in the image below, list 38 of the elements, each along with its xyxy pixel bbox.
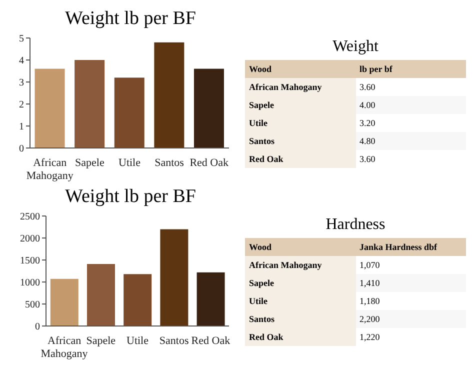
y-tick-label: 2500 — [20, 212, 40, 223]
bar — [124, 274, 152, 326]
bar — [74, 60, 105, 148]
x-tick-label: Sapele — [75, 157, 104, 169]
y-tick-label: 0 — [35, 322, 40, 333]
y-tick-label: 3 — [19, 78, 24, 89]
x-tick-label: Red Oak — [190, 157, 229, 169]
x-tick-label: African Mahogany — [26, 157, 74, 182]
y-tick-label: 0 — [19, 144, 24, 155]
bar — [194, 68, 224, 148]
bar — [86, 264, 115, 326]
x-tick-label: Utile — [118, 157, 141, 169]
value-table: Wood lb per bf African Mahogany 3.60 Sapele 4.00 Utile 3.20 Santos 4.80 Red Oak 3.60 — [245, 60, 466, 168]
x-tick-label: Santos — [159, 335, 189, 347]
bar — [34, 68, 65, 148]
chart-title: Weight lb per BF — [64, 8, 197, 31]
y-tick-label: 5 — [19, 34, 24, 45]
bar — [160, 229, 188, 326]
bar — [50, 278, 78, 326]
chart-title: Weight lb per BF — [64, 186, 197, 209]
y-tick-label: 2000 — [20, 234, 40, 245]
bar — [154, 42, 184, 148]
x-tick-label: Utile — [126, 335, 149, 347]
x-tick-label: African Mahogany — [40, 335, 88, 360]
y-tick-label: 1 — [19, 122, 24, 133]
x-tick-label: Sapele — [86, 335, 116, 347]
y-tick-label: 500 — [25, 300, 40, 311]
text: Weight — [332, 38, 380, 56]
bar — [196, 272, 225, 326]
x-tick-label: Red Oak — [191, 335, 231, 347]
y-tick-label: 1500 — [20, 256, 40, 267]
text: Hardness — [324, 216, 386, 234]
y-tick-label: 4 — [19, 56, 24, 67]
y-tick-label: 1000 — [20, 278, 40, 289]
y-tick-label: 2 — [19, 100, 24, 111]
x-tick-label: Santos — [154, 157, 184, 169]
value-table: Wood Janka Hardness dbf African Mahogany 1,070 Sapele 1,410 Utile 1,180 Santos 2,200 Red Oak 1,220 — [245, 238, 466, 346]
bar — [114, 78, 144, 148]
